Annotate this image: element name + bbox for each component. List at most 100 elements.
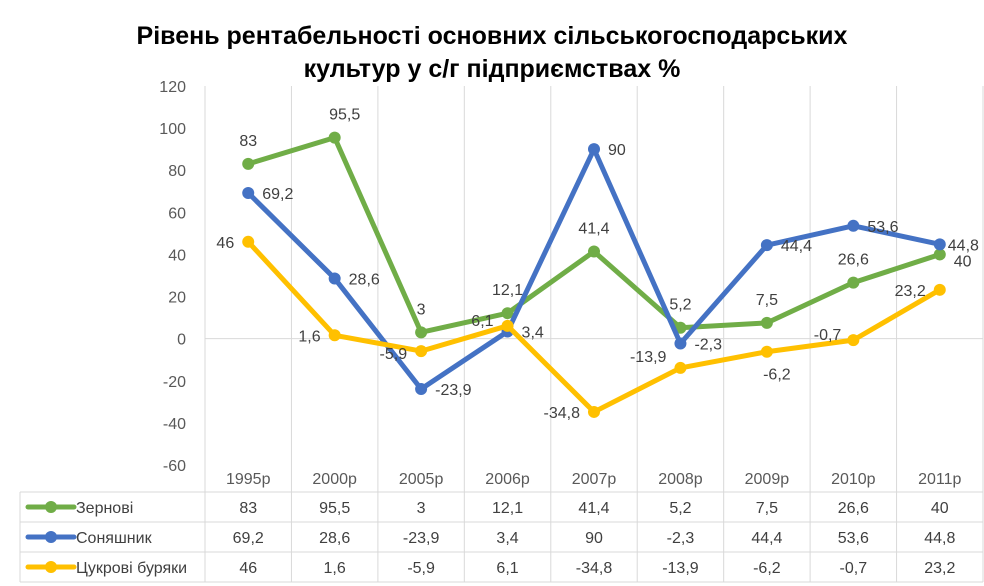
legend-marker — [45, 501, 57, 513]
x-tick-label: 2010р — [831, 471, 876, 488]
data-point — [933, 248, 946, 261]
x-tick-label: 1995р — [226, 471, 271, 488]
y-tick-label: 80 — [168, 163, 186, 180]
table-cell: 53,6 — [838, 530, 869, 547]
table-cell: 41,4 — [578, 500, 609, 517]
data-label: 5,2 — [669, 297, 691, 314]
y-tick-label: 60 — [168, 205, 186, 222]
data-point — [933, 283, 946, 296]
y-tick-label: 0 — [177, 332, 186, 349]
table-cell: -23,9 — [403, 530, 440, 547]
data-point — [674, 337, 687, 350]
x-tick-label: 2008р — [658, 471, 703, 488]
y-tick-label: -60 — [163, 458, 186, 475]
data-point — [242, 157, 255, 170]
y-tick-label: 100 — [159, 121, 186, 138]
data-label: 69,2 — [262, 186, 293, 203]
data-label: -34,8 — [544, 405, 581, 422]
data-label: -13,9 — [630, 349, 667, 366]
data-label: 12,1 — [492, 282, 523, 299]
table-cell: 6,1 — [496, 560, 518, 577]
data-label: 28,6 — [349, 271, 380, 288]
table-cell: 46 — [239, 560, 257, 577]
data-label: 3,4 — [522, 325, 544, 342]
data-point — [933, 238, 946, 251]
table-cell: 95,5 — [319, 500, 350, 517]
data-point — [847, 334, 860, 347]
data-label: -6,2 — [763, 367, 791, 384]
data-point — [847, 219, 860, 232]
data-label: 23,2 — [895, 283, 926, 300]
table-cell: -0,7 — [840, 560, 868, 577]
data-point — [415, 345, 428, 358]
table-cell: 69,2 — [233, 530, 264, 547]
data-label: 83 — [239, 133, 257, 150]
data-label: 53,6 — [867, 219, 898, 236]
series-line-1 — [245, 146, 943, 392]
table-cell: 5,2 — [669, 500, 691, 517]
data-label: 1,6 — [298, 328, 320, 345]
table-cell: 90 — [585, 530, 603, 547]
data-label: 44,8 — [948, 237, 979, 254]
data-label: 46 — [216, 235, 234, 252]
data-point — [674, 361, 687, 374]
data-point — [242, 235, 255, 248]
y-tick-label: 20 — [168, 290, 186, 307]
table-cell: -5,9 — [407, 560, 435, 577]
y-tick-label: 120 — [159, 79, 186, 96]
table-cell: -6,2 — [753, 560, 781, 577]
data-point — [328, 131, 341, 144]
x-tick-label: 2011р — [918, 471, 961, 488]
legend-marker — [45, 531, 57, 543]
data-label: 44,4 — [781, 238, 812, 255]
table-cell: 23,2 — [924, 560, 955, 577]
y-tick-label: -20 — [163, 374, 186, 391]
data-point — [501, 307, 514, 320]
data-label: 3 — [417, 301, 426, 318]
legend-label: Зернові — [76, 500, 133, 517]
x-tick-label: 2005р — [399, 471, 444, 488]
table-cell: 3 — [417, 500, 426, 517]
data-label: -2,3 — [694, 337, 722, 354]
data-label: -5,9 — [380, 346, 408, 363]
legend-label: Соняшник — [76, 530, 153, 547]
data-point — [588, 405, 600, 418]
data-point — [760, 345, 773, 358]
table-cell: 26,6 — [838, 500, 869, 517]
x-tick-label: 2006р — [485, 471, 530, 488]
data-label: 7,5 — [756, 292, 778, 309]
data-point — [501, 319, 514, 332]
data-label: -0,7 — [814, 327, 842, 344]
table-cell: 83 — [239, 500, 257, 517]
table-cell: 7,5 — [756, 500, 778, 517]
legend-label: Цукрові буряки — [76, 560, 187, 577]
data-point — [760, 239, 773, 252]
data-label: 41,4 — [578, 220, 609, 237]
data-label: -23,9 — [435, 382, 472, 399]
data-point — [415, 382, 428, 395]
data-label: 26,6 — [838, 252, 869, 269]
y-tick-label: -40 — [163, 416, 186, 433]
table-cell: 28,6 — [319, 530, 350, 547]
chart-title-line1: Рівень рентабельності основних сільськог… — [136, 22, 848, 50]
y-tick-label: 40 — [168, 247, 186, 264]
table-cell: -2,3 — [667, 530, 695, 547]
data-label: 6,1 — [471, 313, 493, 330]
x-tick-label: 2009р — [745, 471, 790, 488]
legend-marker — [45, 561, 57, 573]
data-label: 95,5 — [329, 107, 360, 124]
data-point — [328, 272, 341, 285]
table-cell: 44,4 — [751, 530, 782, 547]
table-cell: -34,8 — [576, 560, 613, 577]
data-label: 40 — [954, 253, 972, 270]
data-label: 90 — [608, 142, 626, 159]
x-tick-label: 2000р — [312, 471, 357, 488]
table-cell: 12,1 — [492, 500, 523, 517]
data-point — [328, 329, 341, 342]
data-point — [760, 316, 773, 329]
data-point — [242, 186, 255, 199]
table-cell: 40 — [931, 500, 949, 517]
table-cell: -13,9 — [662, 560, 699, 577]
data-point — [847, 276, 860, 289]
